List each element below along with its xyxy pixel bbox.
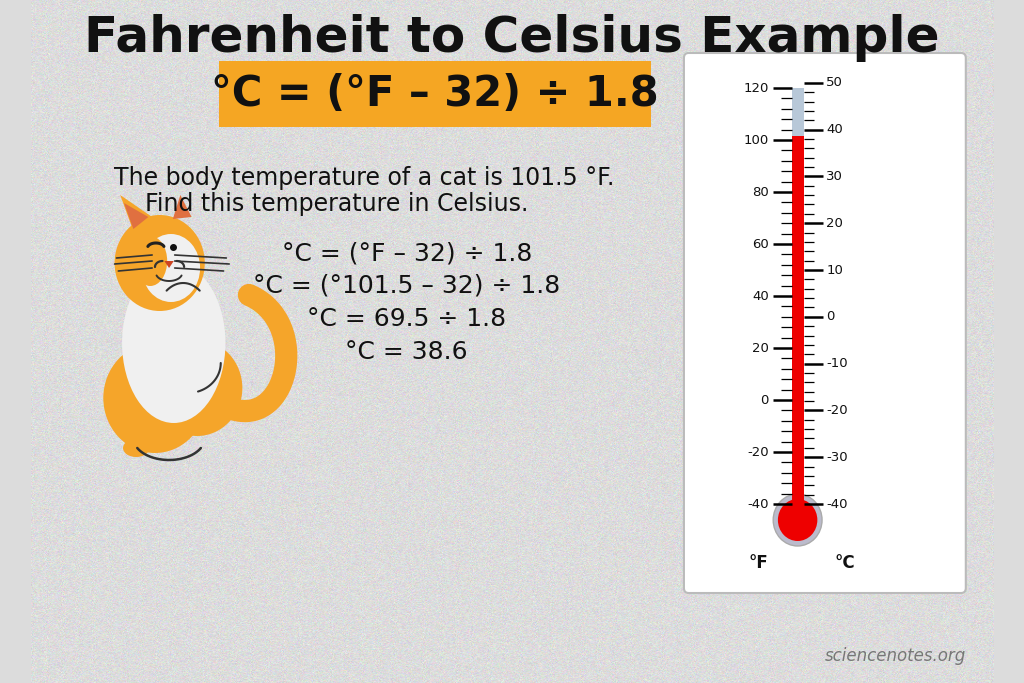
Ellipse shape: [123, 439, 150, 457]
Polygon shape: [173, 195, 191, 219]
Text: 100: 100: [743, 133, 769, 146]
Polygon shape: [120, 195, 153, 231]
Text: °C: °C: [835, 554, 855, 572]
Text: -20: -20: [826, 404, 848, 417]
Circle shape: [115, 215, 205, 311]
Text: Fahrenheit to Celsius Example: Fahrenheit to Celsius Example: [84, 14, 940, 62]
Text: 0: 0: [826, 310, 835, 323]
Ellipse shape: [133, 236, 167, 286]
Text: -10: -10: [826, 357, 848, 370]
Text: sciencenotes.org: sciencenotes.org: [824, 647, 966, 665]
Text: 20: 20: [826, 217, 843, 229]
Text: 10: 10: [826, 264, 843, 277]
Text: 40: 40: [826, 123, 843, 136]
Polygon shape: [165, 261, 174, 268]
Circle shape: [103, 343, 207, 453]
Text: °C = 69.5 ÷ 1.8: °C = 69.5 ÷ 1.8: [307, 307, 506, 331]
Circle shape: [773, 494, 822, 546]
Text: Find this temperature in Celsius.: Find this temperature in Celsius.: [144, 192, 528, 216]
Text: The body temperature of a cat is 101.5 °F.: The body temperature of a cat is 101.5 °…: [115, 166, 614, 190]
Text: -40: -40: [826, 497, 848, 510]
Text: °C = (°F – 32) ÷ 1.8: °C = (°F – 32) ÷ 1.8: [282, 241, 531, 265]
Text: -30: -30: [826, 451, 848, 464]
Text: °C = 38.6: °C = 38.6: [345, 340, 468, 364]
Text: °F: °F: [749, 554, 768, 572]
Polygon shape: [124, 203, 148, 229]
Text: -20: -20: [748, 445, 769, 458]
Text: 0: 0: [761, 393, 769, 406]
Text: °C = (°101.5 – 32) ÷ 1.8: °C = (°101.5 – 32) ÷ 1.8: [253, 274, 560, 298]
Text: 30: 30: [826, 170, 843, 183]
Circle shape: [778, 499, 817, 541]
Text: °C = (°F – 32) ÷ 1.8: °C = (°F – 32) ÷ 1.8: [211, 73, 658, 115]
Text: 120: 120: [743, 81, 769, 94]
Circle shape: [153, 340, 243, 436]
Ellipse shape: [122, 263, 225, 423]
FancyBboxPatch shape: [219, 61, 651, 127]
Bar: [792, 88, 804, 504]
FancyBboxPatch shape: [684, 53, 966, 593]
Text: 80: 80: [753, 186, 769, 199]
Bar: [792, 136, 804, 504]
Text: 20: 20: [752, 342, 769, 354]
Text: 40: 40: [753, 290, 769, 303]
Text: -40: -40: [748, 497, 769, 510]
Text: 50: 50: [826, 76, 843, 89]
Text: 60: 60: [753, 238, 769, 251]
Ellipse shape: [141, 234, 200, 302]
